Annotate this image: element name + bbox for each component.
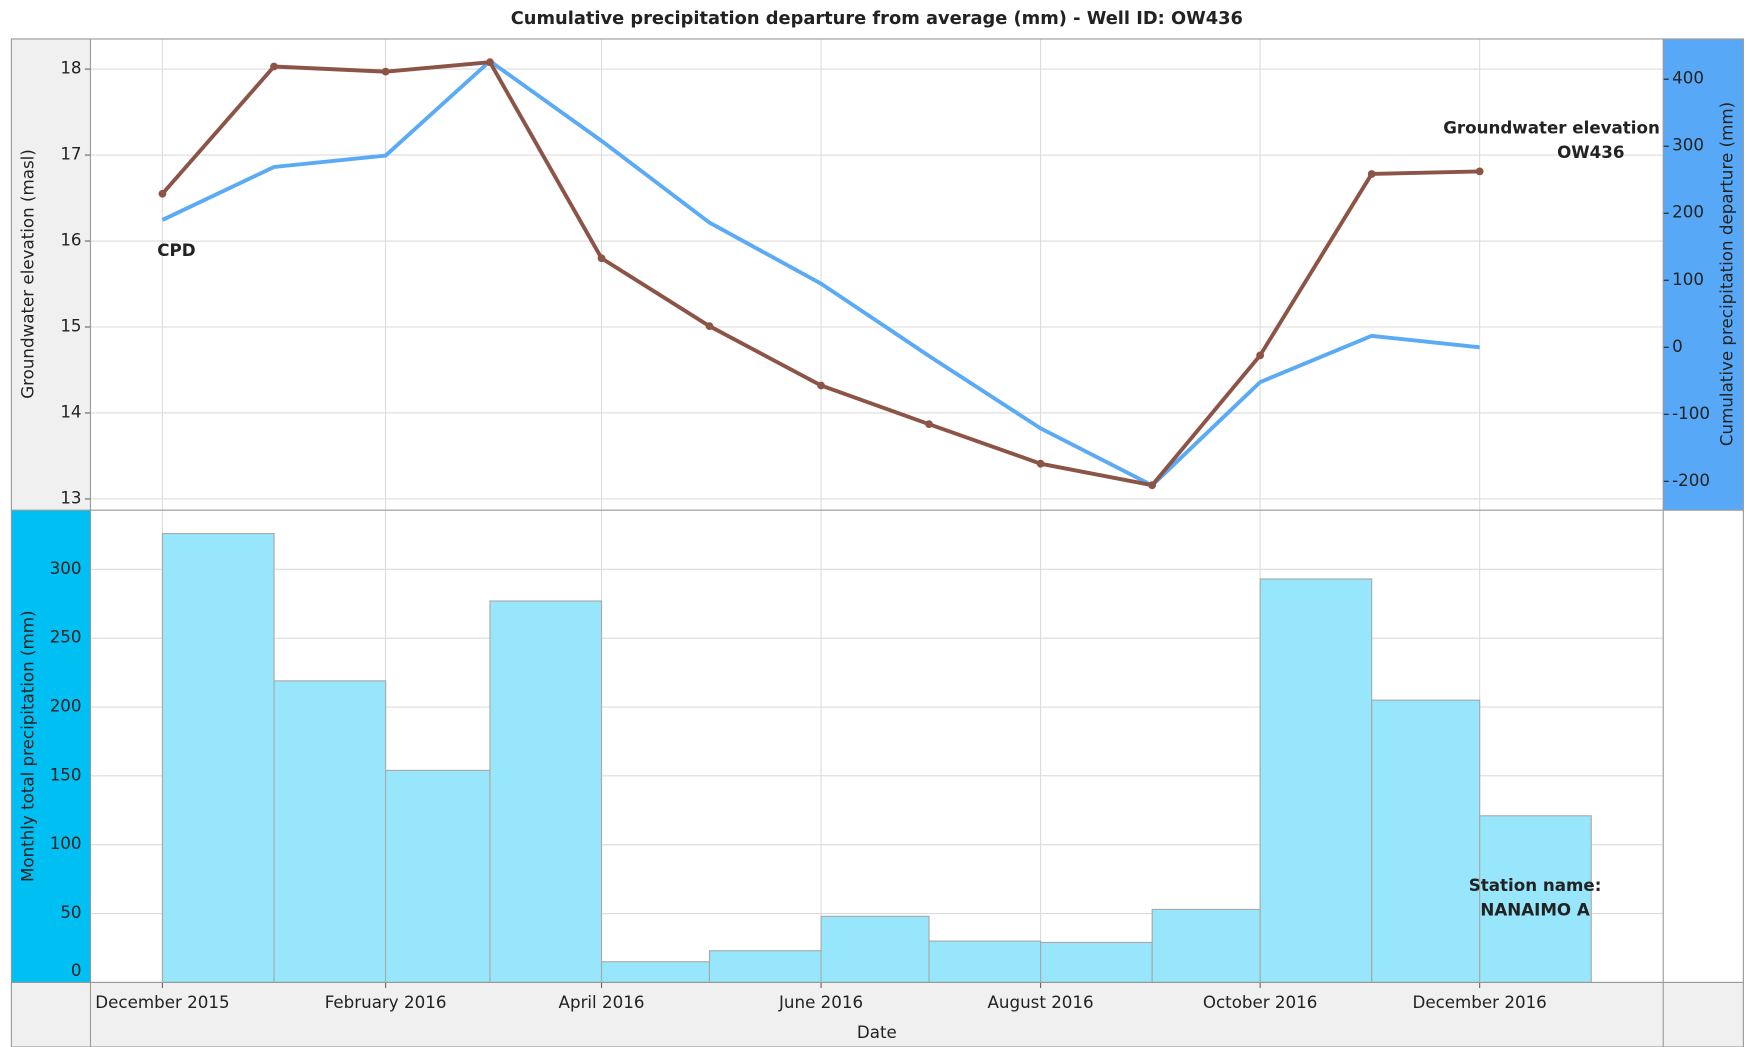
x-axis-label: Date [857,1022,897,1042]
x-tick-label: April 2016 [559,992,645,1012]
y-tick-label: 0 [71,960,82,980]
bar [1040,941,1153,983]
point [1475,167,1484,176]
y2-axis-label: Cumulative precipitation departure (mm) [1716,102,1736,446]
y2-tick-label: 300 [1672,135,1704,155]
chart-title: Cumulative precipitation departure from … [511,8,1243,29]
x-tick-label: October 2016 [1203,992,1318,1012]
y-tick-label: 18 [60,58,81,78]
y-tick-label: 300 [50,558,82,578]
x-tick-label: December 2016 [1413,992,1547,1012]
y-tick-label: 50 [60,902,81,922]
x-tick-label: June 2016 [778,992,863,1012]
bar [928,940,1042,983]
point [1036,459,1045,468]
annotation: Groundwater elevation [1443,118,1660,138]
y-tick-label: 150 [50,764,82,784]
y2-tick-label: 400 [1672,68,1704,88]
bar [1151,908,1261,983]
y-tick-label: 16 [60,230,81,250]
bar [820,915,930,983]
point [486,58,494,67]
y-tick-label: 14 [60,401,81,421]
left-strip [11,38,91,511]
x-tick-label: February 2016 [325,992,447,1012]
y2-tick-label: -100 [1672,403,1710,423]
point [1148,481,1157,490]
point [1367,170,1376,178]
y2-tick-label: 0 [1672,336,1683,356]
y-tick-label: 100 [50,833,82,853]
bar [708,950,822,983]
annotation: NANAIMO A [1480,900,1590,920]
frame [10,38,1744,1047]
point [270,62,278,71]
bar [273,680,387,983]
bar [161,532,275,983]
bottom-strip [11,982,1744,1047]
y-tick-label: 200 [50,696,82,716]
annotation: CPD [157,240,195,260]
y-axis-label: Monthly total precipitation (mm) [18,610,38,882]
y-tick-label: 17 [60,144,81,164]
left-strip [11,510,91,983]
right-strip [1663,38,1744,511]
y-tick-label: 250 [50,627,82,647]
annotation: OW436 [1557,142,1624,162]
y2-tick-label: -200 [1672,470,1710,490]
x-tick-label: August 2016 [988,992,1094,1012]
bar [1479,815,1592,983]
bar [600,961,711,983]
y2-tick-label: 200 [1672,202,1704,222]
y-tick-label: 13 [60,487,81,507]
point [1256,351,1265,360]
point [925,420,933,429]
bar [1259,578,1373,983]
annotation: Station name: [1469,875,1602,895]
point [381,67,390,76]
point [158,189,167,198]
point [597,254,606,263]
y-axis-label: Groundwater elevation (masl) [18,149,38,399]
point [705,322,714,331]
bar [489,600,603,983]
series-line [161,58,1480,488]
bar [1371,699,1481,983]
x-tick-label: December 2015 [95,992,229,1012]
bar [385,769,491,983]
y2-tick-label: 100 [1672,269,1704,289]
y-tick-label: 15 [60,316,81,336]
plots: 13 14 15 16 17 18 -200 -100 0 100 200 300 400 CPD Grou… [50,38,1710,1012]
point [817,381,825,390]
